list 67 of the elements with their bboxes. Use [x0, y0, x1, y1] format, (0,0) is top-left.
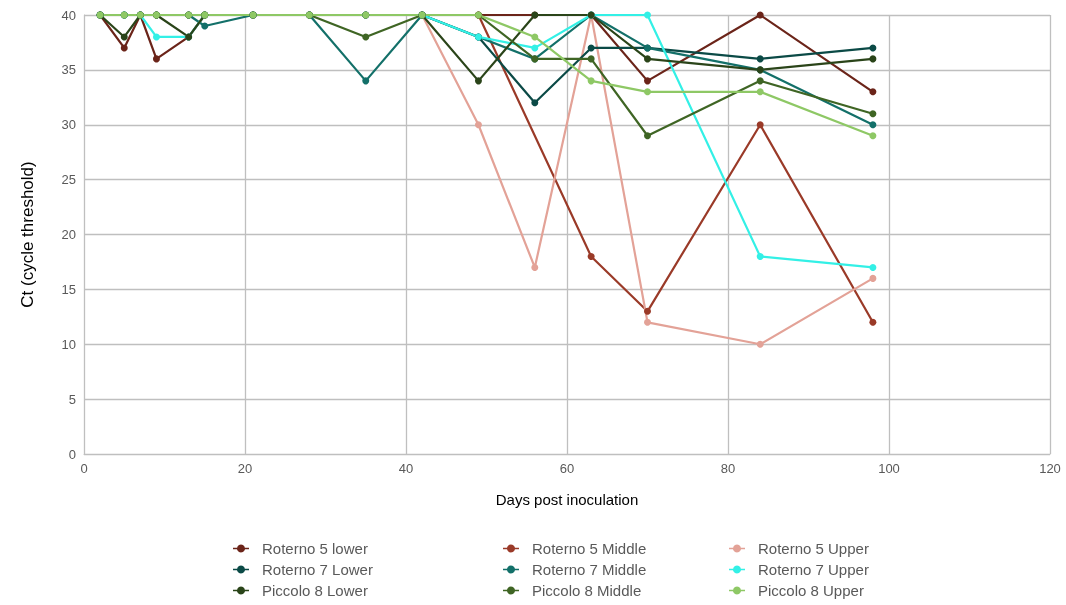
x-tick-label: 0 [80, 461, 88, 476]
point [531, 33, 539, 41]
point [152, 33, 160, 41]
x-axis-title: Days post inoculation [495, 491, 639, 508]
point [362, 77, 370, 85]
x-tick-label: 40 [398, 461, 414, 476]
y-tick-label: 30 [61, 117, 76, 133]
point [756, 121, 764, 129]
point [756, 88, 764, 96]
legend-label: Roterno 7 Lower [262, 561, 373, 578]
point [869, 318, 877, 326]
point [201, 22, 209, 30]
point [474, 121, 482, 129]
x-tick-label: 120 [1039, 461, 1061, 476]
point [644, 307, 651, 315]
x-tick-label: 80 [720, 461, 736, 476]
point [756, 340, 764, 348]
y-axis-title: Ct (cycle threshold) [18, 161, 37, 308]
point [756, 77, 764, 85]
y-tick-label: 40 [61, 7, 76, 23]
legend-label: Roterno 7 Middle [532, 561, 647, 578]
point [362, 33, 370, 41]
point [644, 77, 651, 85]
point [587, 55, 595, 63]
point [152, 55, 160, 63]
y-tick-label: 35 [61, 62, 76, 78]
point [644, 55, 651, 63]
point [756, 252, 764, 260]
y-tick-label: 20 [61, 227, 76, 242]
point [587, 252, 595, 260]
point [869, 274, 877, 282]
point [644, 88, 651, 96]
point [869, 121, 877, 129]
point [644, 11, 651, 19]
legend-label: Piccolo 8 Middle [532, 582, 642, 599]
point [869, 55, 877, 63]
point [869, 110, 877, 118]
point [869, 263, 877, 271]
point [531, 44, 539, 52]
point [869, 88, 877, 96]
y-tick-label: 10 [61, 336, 76, 352]
point [756, 11, 764, 19]
point [587, 77, 595, 85]
point [869, 44, 877, 52]
x-tick-label: 20 [237, 461, 253, 476]
point [587, 44, 595, 52]
point [474, 77, 482, 85]
point [869, 132, 877, 140]
point [531, 263, 539, 271]
y-tick-label: 5 [68, 391, 76, 407]
legend-label: Roterno 5 lower [262, 540, 368, 557]
x-tick-label: 100 [878, 461, 900, 476]
point [644, 132, 651, 140]
x-tick-label: 60 [559, 461, 575, 476]
legend-label: Piccolo 8 Upper [758, 582, 864, 599]
point [531, 99, 539, 107]
legend-label: Roterno 7 Upper [758, 561, 869, 578]
y-tick-label: 25 [61, 172, 76, 188]
point [120, 33, 128, 41]
legend-label: Roterno 5 Upper [758, 540, 869, 557]
legend-label: Roterno 5 Middle [532, 540, 647, 557]
point [756, 55, 764, 63]
point [120, 44, 128, 52]
legend-label: Piccolo 8 Lower [262, 582, 368, 599]
y-tick-label: 0 [68, 446, 76, 462]
y-tick-label: 15 [61, 281, 76, 297]
point [644, 318, 651, 326]
